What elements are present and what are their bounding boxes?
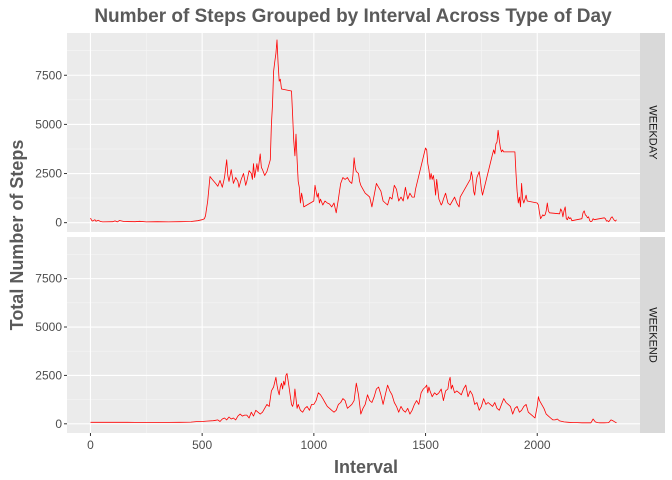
facet-panel-weekend: 0 2500 5000 7500 WEEKEND: [35, 237, 665, 433]
facet-strip: [640, 237, 665, 433]
x-axis: 0 500 1000 1500 2000: [87, 433, 551, 452]
y-tick-label: 2500: [35, 368, 62, 382]
y-tick-label: 0: [55, 216, 62, 230]
x-tick-label: 1000: [300, 438, 327, 452]
facet-panel-weekday: 0 2500 5000 7500 WEEKDAY: [35, 33, 665, 232]
x-tick-label: 0: [87, 438, 94, 452]
x-tick-label: 2000: [524, 438, 551, 452]
y-tick-label: 2500: [35, 167, 62, 181]
y-tick-label: 7500: [35, 272, 62, 286]
x-tick-label: 500: [192, 438, 212, 452]
y-tick-label: 5000: [35, 320, 62, 334]
facet-strip-label: WEEKDAY: [647, 105, 659, 160]
x-axis-title: Interval: [334, 457, 398, 477]
facet-strip: [640, 33, 665, 232]
series-line-weekend: [90, 373, 617, 424]
facet-strip-label: WEEKEND: [647, 307, 659, 363]
chart-title: Number of Steps Grouped by Interval Acro…: [94, 6, 612, 27]
y-tick-label: 7500: [35, 68, 62, 82]
x-tick-label: 1500: [412, 438, 439, 452]
y-tick-label: 5000: [35, 117, 62, 131]
facet-panels: 0 2500 5000 7500 WEEKDAY 0 2500 5000 7500 WEEKEND: [35, 33, 665, 433]
series-line-weekday: [90, 39, 617, 223]
y-tick-label: 0: [55, 417, 62, 431]
y-axis-title: Total Number of Steps: [7, 140, 27, 331]
panel-background: [67, 33, 640, 232]
panel-background: [67, 237, 640, 433]
